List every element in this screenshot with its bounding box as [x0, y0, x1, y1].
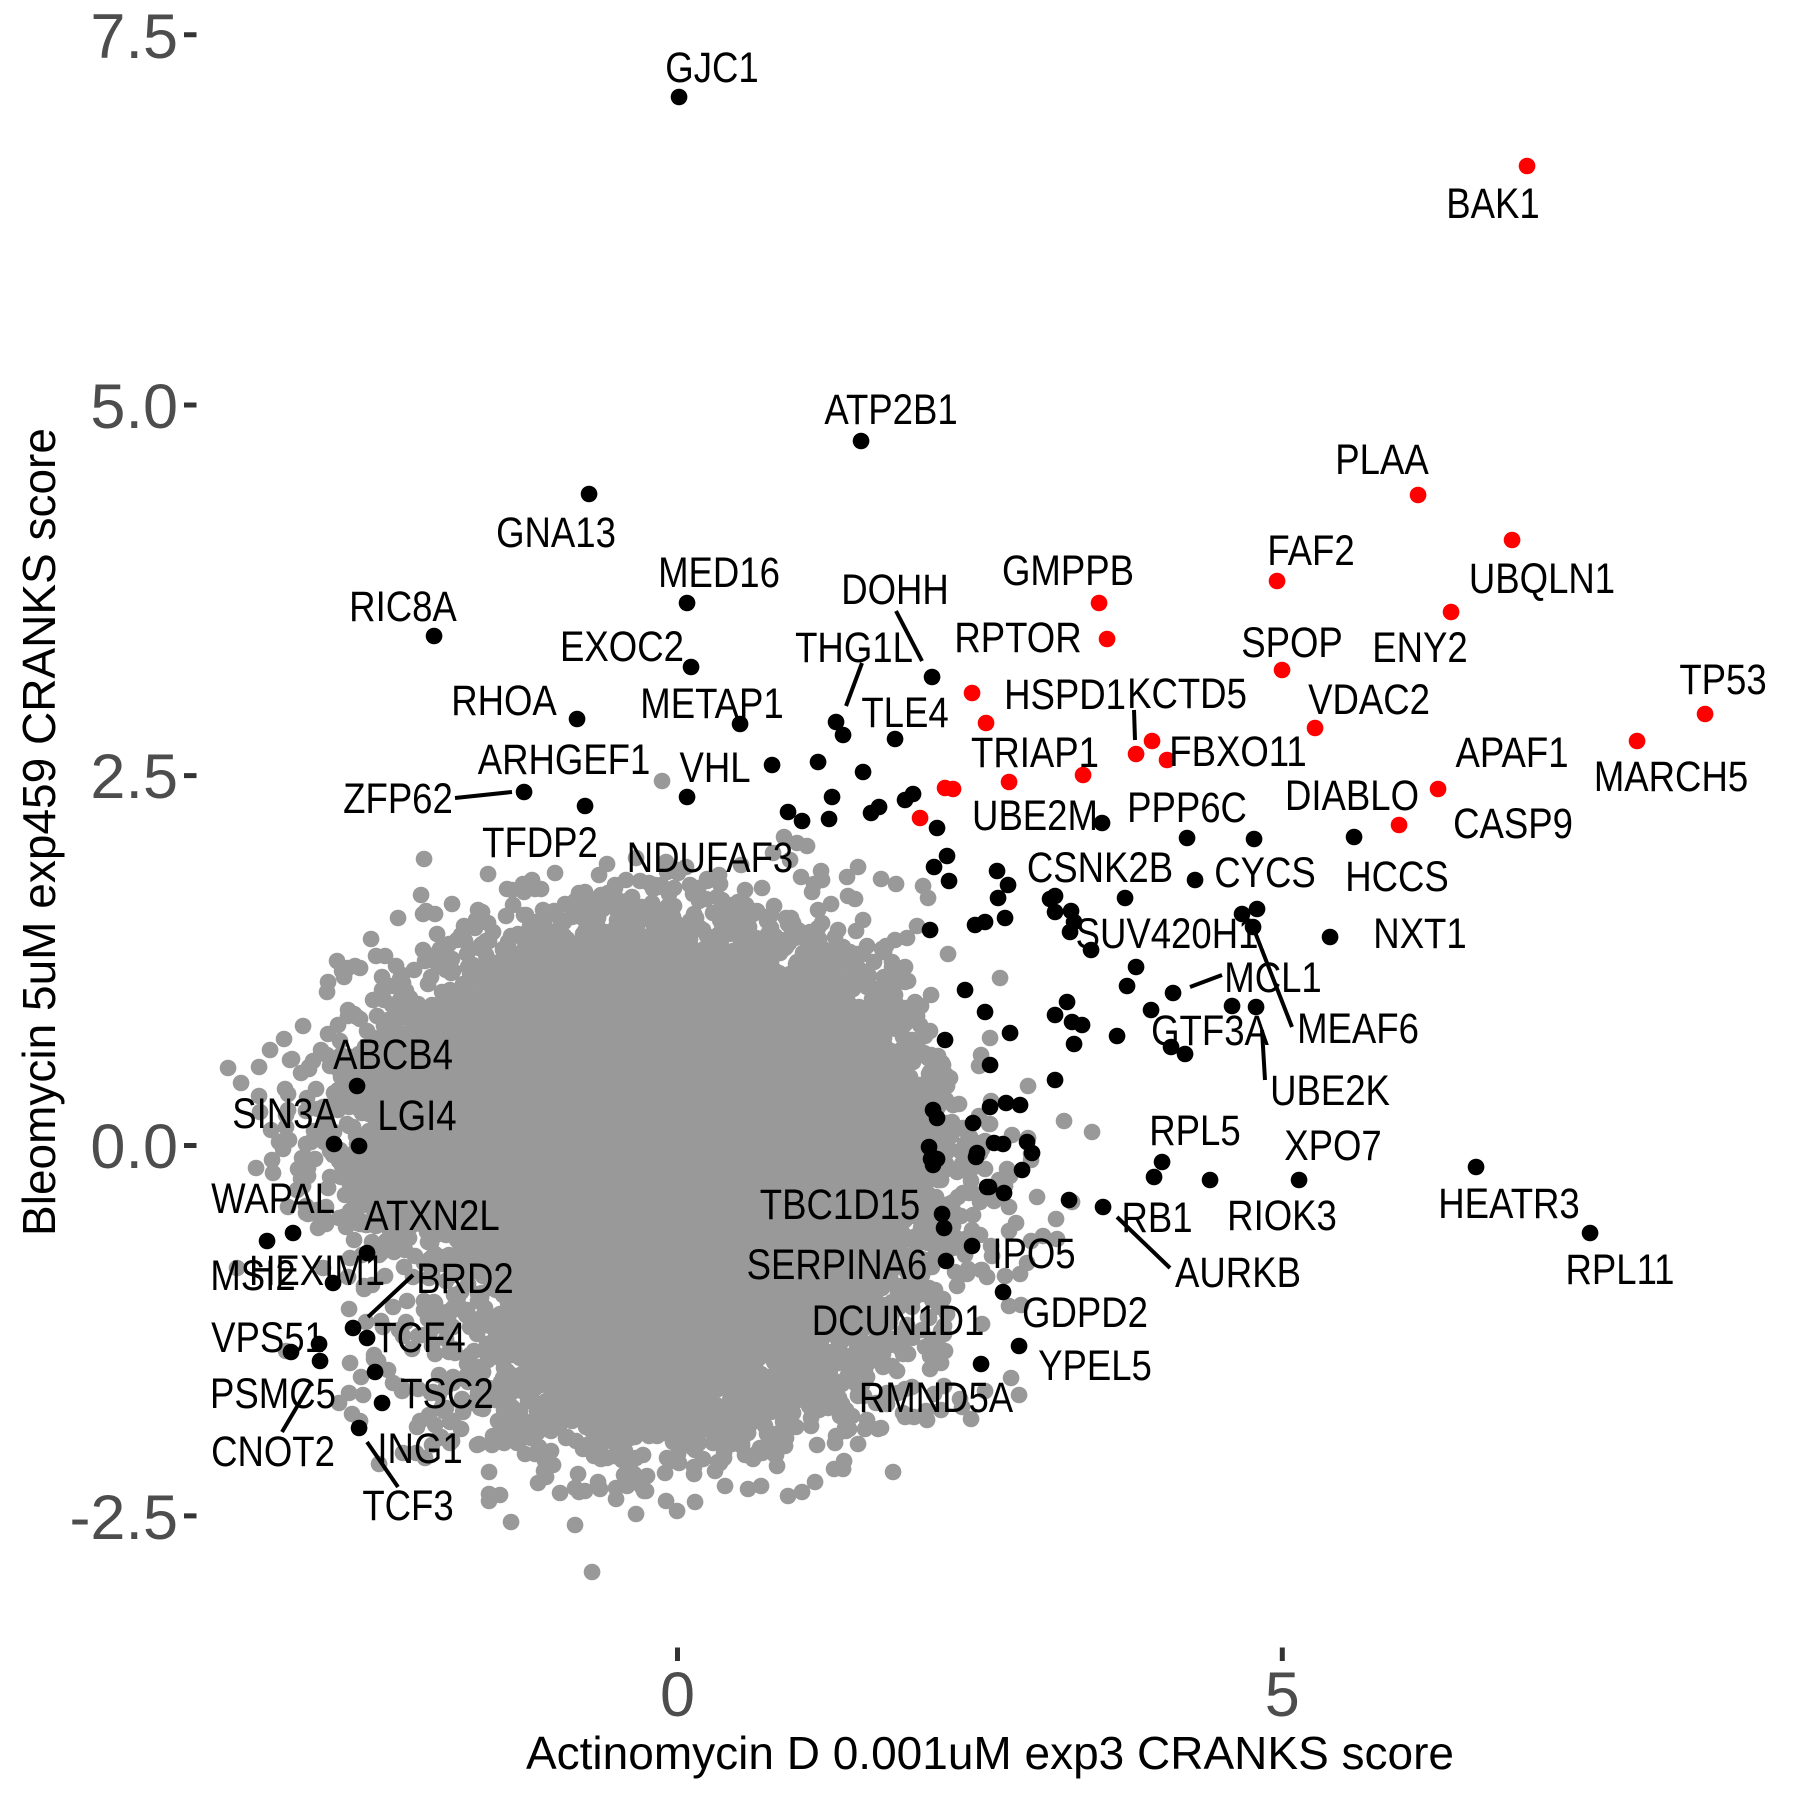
svg-text:TFDP2: TFDP2 — [482, 819, 598, 866]
svg-text:NDUFAF3: NDUFAF3 — [627, 834, 793, 881]
svg-text:Bleomycin 5uM exp459 CRANKS sc: Bleomycin 5uM exp459 CRANKS score — [13, 428, 65, 1236]
svg-text:VPS51: VPS51 — [211, 1314, 325, 1361]
svg-text:IPO5: IPO5 — [992, 1230, 1075, 1277]
svg-text:YPEL5: YPEL5 — [1038, 1342, 1152, 1389]
svg-text:XPO7: XPO7 — [1284, 1122, 1381, 1169]
svg-text:ZFP62: ZFP62 — [343, 775, 453, 822]
svg-text:CASP9: CASP9 — [1453, 800, 1573, 847]
svg-text:PLAA: PLAA — [1335, 436, 1429, 483]
svg-text:MCL1: MCL1 — [1224, 954, 1321, 1001]
svg-text:BRD2: BRD2 — [416, 1255, 513, 1302]
svg-text:TBC1D15: TBC1D15 — [760, 1181, 920, 1228]
svg-text:MEAF6: MEAF6 — [1297, 1005, 1419, 1052]
svg-text:SPOP: SPOP — [1241, 619, 1343, 666]
svg-text:UBQLN1: UBQLN1 — [1469, 555, 1615, 602]
svg-text:TSC2: TSC2 — [400, 1370, 493, 1417]
svg-text:GDPD2: GDPD2 — [1022, 1289, 1148, 1336]
svg-text:KCTD5: KCTD5 — [1127, 670, 1247, 717]
svg-text:AURKB: AURKB — [1175, 1249, 1301, 1296]
svg-text:DIABLO: DIABLO — [1285, 772, 1419, 819]
svg-text:RPL11: RPL11 — [1565, 1246, 1674, 1293]
svg-text:5.0: 5.0 — [90, 372, 178, 442]
svg-text:THG1L: THG1L — [795, 624, 913, 671]
svg-text:METAP1: METAP1 — [640, 680, 783, 727]
svg-text:FBXO11: FBXO11 — [1169, 728, 1306, 775]
svg-text:GTF3A: GTF3A — [1151, 1007, 1269, 1054]
svg-text:TCF3: TCF3 — [362, 1482, 453, 1529]
svg-text:TCF4: TCF4 — [374, 1314, 465, 1361]
svg-text:ATXN2L: ATXN2L — [364, 1192, 499, 1239]
svg-text:NXT1: NXT1 — [1373, 910, 1466, 957]
svg-text:FAF2: FAF2 — [1267, 527, 1354, 574]
svg-text:DCUN1D1: DCUN1D1 — [812, 1297, 985, 1344]
svg-text:HSPD1: HSPD1 — [1004, 671, 1126, 718]
svg-text:GNA13: GNA13 — [496, 509, 616, 556]
svg-text:HCCS: HCCS — [1345, 853, 1449, 900]
svg-text:CYCS: CYCS — [1214, 849, 1316, 896]
svg-text:PPP6C: PPP6C — [1127, 784, 1247, 831]
svg-text:SIN3A: SIN3A — [232, 1090, 338, 1137]
svg-text:RMND5A: RMND5A — [859, 1374, 1014, 1421]
svg-text:GMPPB: GMPPB — [1002, 547, 1134, 594]
svg-text:TP53: TP53 — [1679, 656, 1766, 703]
svg-text:HEATR3: HEATR3 — [1438, 1180, 1579, 1227]
svg-text:MARCH5: MARCH5 — [1594, 753, 1748, 800]
svg-text:CSNK2B: CSNK2B — [1027, 844, 1173, 891]
svg-text:UBE2K: UBE2K — [1270, 1067, 1390, 1114]
svg-text:RB1: RB1 — [1121, 1194, 1192, 1241]
svg-text:-2.5: -2.5 — [69, 1483, 178, 1553]
svg-text:2.5: 2.5 — [90, 742, 178, 812]
svg-text:TRIAP1: TRIAP1 — [971, 729, 1099, 776]
svg-text:EXOC2: EXOC2 — [560, 623, 684, 670]
svg-text:ENY2: ENY2 — [1372, 624, 1467, 671]
svg-text:UBE2M: UBE2M — [972, 792, 1098, 839]
svg-text:BAK1: BAK1 — [1446, 180, 1539, 227]
svg-text:APAF1: APAF1 — [1455, 729, 1568, 776]
svg-text:ARHGEF1: ARHGEF1 — [478, 736, 651, 783]
svg-text:VDAC2: VDAC2 — [1308, 676, 1430, 723]
svg-text:0: 0 — [660, 1660, 695, 1730]
svg-text:ATP2B1: ATP2B1 — [824, 386, 957, 433]
svg-text:RHOA: RHOA — [451, 677, 557, 724]
svg-text:RPL5: RPL5 — [1149, 1107, 1240, 1154]
svg-text:DOHH: DOHH — [841, 566, 949, 613]
svg-text:LGI4: LGI4 — [377, 1092, 456, 1139]
svg-text:RPTOR: RPTOR — [954, 614, 1081, 661]
svg-text:MED16: MED16 — [658, 549, 780, 596]
svg-text:7.5: 7.5 — [90, 2, 178, 72]
svg-text:WAPAL: WAPAL — [211, 1175, 335, 1222]
svg-text:SUV420H1: SUV420H1 — [1076, 910, 1259, 957]
svg-text:HEXIM1: HEXIM1 — [249, 1247, 385, 1294]
svg-text:TLE4: TLE4 — [861, 689, 948, 736]
svg-text:5: 5 — [1265, 1660, 1300, 1730]
svg-text:Actinomycin D 0.001uM exp3 CRA: Actinomycin D 0.001uM exp3 CRANKS score — [526, 1727, 1454, 1779]
svg-text:CNOT2: CNOT2 — [211, 1428, 335, 1475]
svg-text:ABCB4: ABCB4 — [333, 1031, 453, 1078]
svg-text:PSMC5: PSMC5 — [210, 1370, 336, 1417]
svg-text:ING1: ING1 — [377, 1425, 462, 1472]
svg-text:RIC8A: RIC8A — [349, 583, 457, 630]
svg-text:GJC1: GJC1 — [665, 44, 758, 91]
svg-text:SERPINA6: SERPINA6 — [747, 1241, 928, 1288]
svg-text:0.0: 0.0 — [90, 1112, 178, 1182]
svg-text:MSI2: MSI2 — [210, 1252, 295, 1299]
svg-text:VHL: VHL — [679, 744, 750, 791]
svg-text:RIOK3: RIOK3 — [1227, 1192, 1337, 1239]
